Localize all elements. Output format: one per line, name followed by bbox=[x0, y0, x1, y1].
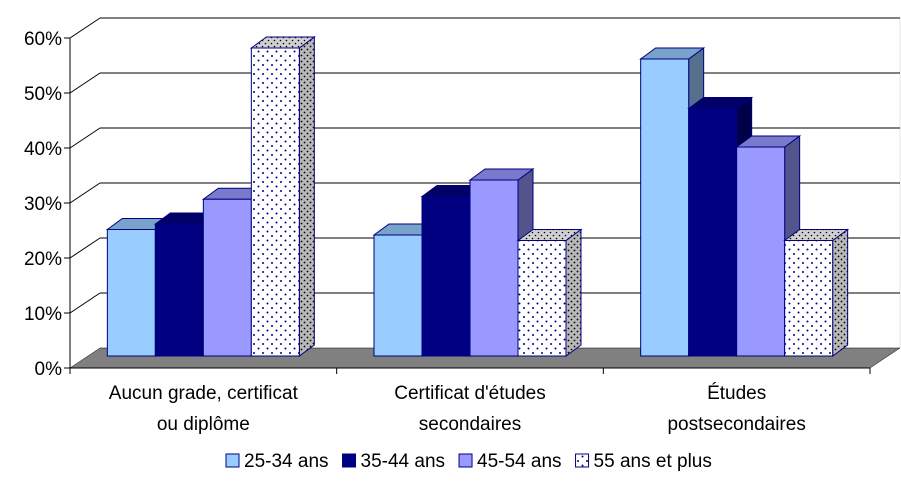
y-tick-label: 20% bbox=[24, 249, 62, 270]
legend-swatch bbox=[575, 453, 590, 468]
legend-label: 35-44 ans bbox=[361, 451, 446, 472]
x-tick-label: Aucun grade, certificat ou diplôme bbox=[109, 383, 299, 435]
bars bbox=[105, 36, 850, 357]
bar-front bbox=[421, 196, 471, 357]
gridline-depth bbox=[69, 127, 101, 149]
gridline-depth bbox=[69, 237, 101, 259]
bar-side bbox=[298, 36, 315, 357]
gridline-depth bbox=[69, 292, 101, 314]
bar-front bbox=[640, 58, 690, 357]
y-tick-label: 40% bbox=[24, 139, 62, 160]
y-tick-label: 0% bbox=[35, 359, 63, 380]
legend-label: 45-54 ans bbox=[477, 451, 562, 472]
legend-label: 25-34 ans bbox=[244, 451, 329, 472]
legend-item: 55 ans et plus bbox=[575, 451, 712, 472]
y-tick-label: 60% bbox=[24, 29, 62, 50]
legend-item: 45-54 ans bbox=[458, 451, 562, 472]
bar-side bbox=[565, 228, 582, 357]
legend-item: 25-34 ans bbox=[225, 451, 329, 472]
legend-swatch bbox=[225, 453, 240, 468]
bar-side bbox=[832, 228, 849, 357]
y-tick-label: 10% bbox=[24, 304, 62, 325]
bar bbox=[249, 36, 316, 357]
bar-front bbox=[154, 223, 204, 357]
bar-front bbox=[202, 198, 252, 357]
gridline-depth bbox=[69, 182, 101, 204]
axes: 0% 10% 20% 30% 40% 50% 60% Aucun grade, certifi… bbox=[24, 29, 871, 435]
gridline-depth bbox=[69, 17, 101, 39]
legend: 25-34 ans 35-44 ans 45-54 ans 55 ans et plu… bbox=[225, 451, 712, 472]
bar-front bbox=[688, 108, 738, 357]
bar-front bbox=[736, 146, 786, 357]
bar-front bbox=[373, 234, 423, 357]
bar bbox=[783, 228, 850, 357]
bar bbox=[735, 135, 802, 357]
gridline-depth bbox=[69, 72, 101, 94]
legend-label: 55 ans et plus bbox=[594, 451, 712, 472]
bar-front bbox=[250, 47, 300, 357]
bar-front bbox=[784, 240, 834, 357]
legend-item: 35-44 ans bbox=[342, 451, 446, 472]
y-tick-label: 50% bbox=[24, 84, 62, 105]
x-tick-label: Certificat d'études secondaires bbox=[394, 383, 545, 435]
bar bbox=[516, 228, 583, 357]
y-tick-label: 30% bbox=[24, 194, 62, 215]
x-tick-label: Études postsecondaires bbox=[667, 383, 805, 435]
bar-front bbox=[106, 229, 156, 357]
bar-front bbox=[517, 240, 567, 357]
legend-swatch bbox=[458, 453, 473, 468]
legend-swatch bbox=[342, 453, 357, 468]
bar-front bbox=[469, 179, 519, 357]
